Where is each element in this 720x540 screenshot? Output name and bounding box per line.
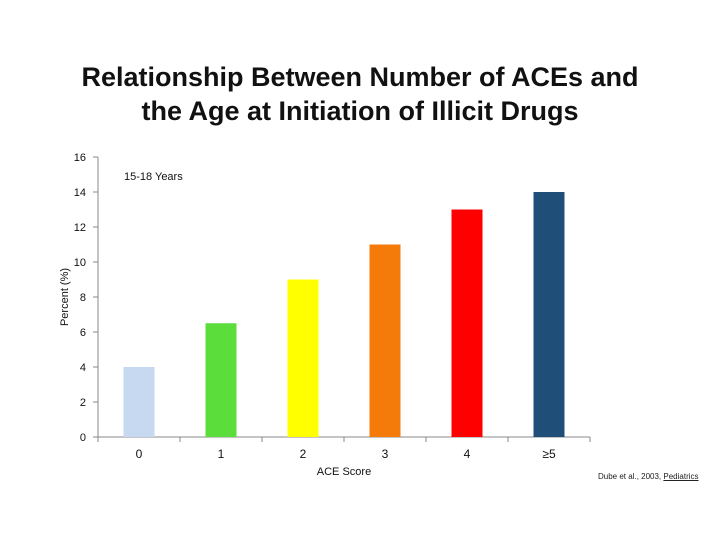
y-axis-title: Percent (%) xyxy=(59,268,71,326)
bar xyxy=(451,209,483,437)
chart-title-line-1: Relationship Between Number of ACEs and xyxy=(81,62,639,92)
x-tick-label: 1 xyxy=(218,447,225,461)
x-axis-title: ACE Score xyxy=(317,466,371,478)
y-tick-label: 14 xyxy=(74,187,86,199)
x-tick-label: 2 xyxy=(300,447,307,461)
y-tick-label: 10 xyxy=(74,257,86,269)
x-tick-label: ≥5 xyxy=(542,447,556,461)
chart-title-line-2: the Age at Initiation of Illicit Drugs xyxy=(141,96,579,126)
y-tick-label: 6 xyxy=(80,327,86,339)
bar xyxy=(533,192,565,437)
citation-text: Dube et al., 2003, xyxy=(598,472,662,481)
bar xyxy=(205,323,237,437)
x-tick-label: 3 xyxy=(382,447,389,461)
x-tick-label: 0 xyxy=(136,447,143,461)
y-tick-label: 2 xyxy=(80,397,86,409)
x-tick-label: 4 xyxy=(464,447,471,461)
citation: Dube et al., 2003, Pediatrics xyxy=(598,472,699,481)
chart-annotation: 15-18 Years xyxy=(124,171,183,183)
chart-title: Relationship Between Number of ACEs and … xyxy=(0,60,720,128)
bar xyxy=(287,279,319,437)
y-tick-label: 0 xyxy=(80,432,86,444)
y-tick-label: 12 xyxy=(74,222,86,234)
bar xyxy=(369,244,401,437)
bar xyxy=(123,367,155,437)
y-tick-label: 16 xyxy=(74,152,86,164)
citation-journal: Pediatrics xyxy=(663,472,699,481)
y-tick-label: 8 xyxy=(80,292,86,304)
y-tick-label: 4 xyxy=(80,362,86,374)
